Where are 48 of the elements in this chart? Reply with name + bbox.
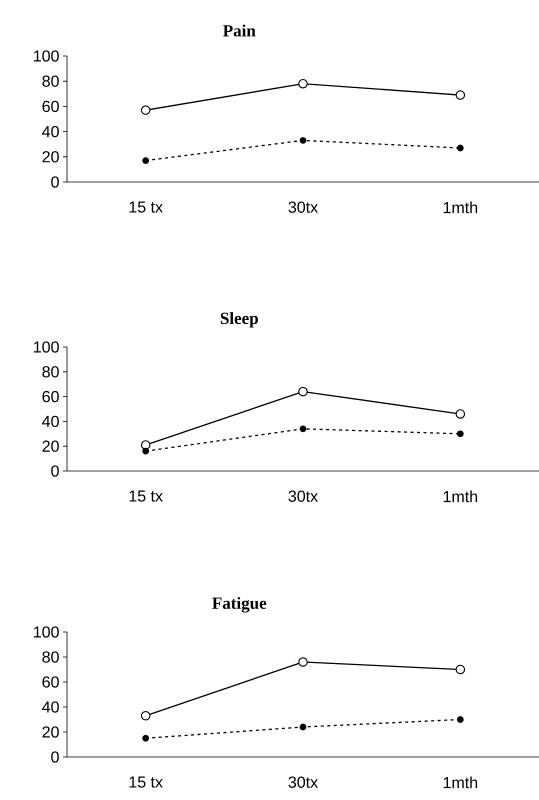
point: [140, 440, 150, 450]
x-tick-label: 1mth: [444, 490, 478, 502]
y-tick-label: 80: [42, 651, 59, 663]
y-tick-label: 40: [42, 416, 59, 428]
point: [456, 90, 466, 100]
y-tick-label: 60: [42, 390, 59, 402]
chart-title: Pain: [223, 24, 256, 36]
point: [456, 409, 466, 419]
point: [298, 657, 308, 667]
y-tick-label: 40: [42, 701, 59, 713]
point: [298, 386, 308, 396]
x-tick-label: 30tx: [288, 776, 318, 788]
y-tick-label: 60: [42, 100, 59, 112]
x-tick-label: 1mth: [444, 776, 478, 788]
point: [456, 716, 464, 723]
y-tick-label: 20: [42, 440, 59, 452]
point: [142, 734, 150, 742]
y-tick-label: 20: [42, 726, 59, 738]
chart-title: Fatigue: [212, 596, 266, 612]
point: [456, 664, 466, 674]
y-tick-label: 100: [34, 50, 59, 62]
y-tick-label: 40: [42, 126, 59, 138]
point: [140, 711, 150, 720]
x-tick-label: 30tx: [288, 490, 318, 502]
y-tick-label: 100: [34, 626, 59, 638]
y-tick-label: 60: [42, 676, 59, 688]
x-tick-label: 15 tx: [130, 202, 163, 213]
x-tick-label: 30tx: [288, 202, 318, 213]
point: [300, 724, 306, 730]
point: [300, 425, 306, 432]
point: [142, 157, 150, 164]
y-tick-label: 0: [51, 176, 59, 188]
point: [142, 448, 150, 455]
y-tick-label: 80: [42, 366, 59, 378]
y-tick-label: 20: [42, 151, 59, 162]
y-tick-label: 80: [42, 76, 59, 87]
chart-title: Sleep: [220, 312, 258, 328]
y-tick-label: 0: [51, 751, 59, 763]
point: [140, 105, 150, 115]
y-tick-label: 0: [51, 465, 59, 477]
point: [456, 144, 464, 152]
x-tick-label: 1mth: [444, 202, 478, 214]
x-tick-label: 15 tx: [130, 776, 163, 788]
x-tick-label: 15 tx: [130, 490, 163, 502]
point: [298, 78, 308, 88]
point: [300, 137, 306, 144]
point: [456, 430, 464, 438]
y-tick-label: 100: [34, 341, 59, 353]
